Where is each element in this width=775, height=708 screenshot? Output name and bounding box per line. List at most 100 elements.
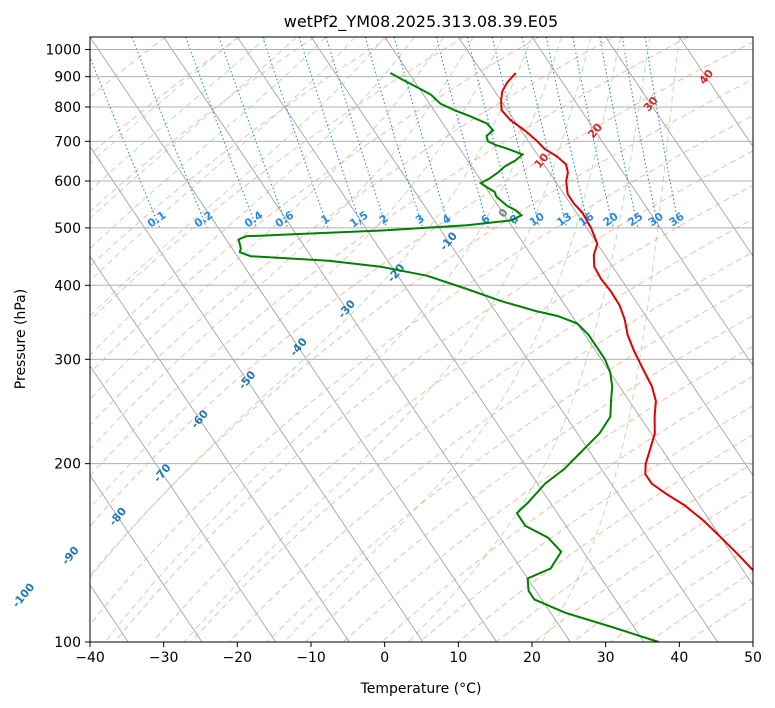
pressure-gridlines	[90, 49, 753, 643]
moist-adiabat-line	[90, 37, 445, 400]
isotherm-line	[310, 37, 718, 642]
dry-adiabat-line	[90, 37, 540, 374]
y-tick-label: 300	[54, 352, 81, 368]
isotherm-line	[752, 37, 753, 38]
isotherm-label: -60	[188, 407, 211, 431]
moist-adiabat-line	[90, 37, 297, 220]
x-tick-label: −10	[296, 650, 326, 666]
y-axis: 100 200 300 400 500 600 700 800 900 1000	[45, 43, 90, 651]
x-tick-label: −40	[75, 650, 105, 666]
isotherm-line	[90, 365, 276, 642]
dry-adiabat-line	[152, 184, 753, 642]
y-tick-label: 200	[54, 457, 81, 473]
dewpoint-profile	[237, 72, 660, 642]
isotherm-label: -100	[10, 580, 38, 610]
dry-adiabat-line	[381, 375, 753, 642]
x-tick-label: 30	[597, 650, 615, 666]
moist-adiabat-line	[90, 37, 503, 509]
plot-frame	[89, 36, 754, 643]
x-tick-label: 40	[670, 650, 688, 666]
moist-adiabat-line	[90, 37, 415, 356]
mixing-ratio-line	[298, 37, 363, 229]
isotherm-label: -40	[287, 335, 310, 359]
moist-adiabat-line	[90, 37, 386, 317]
mixing-ratio-line	[393, 37, 451, 229]
mixing-ratio-label: 1.5	[347, 209, 370, 231]
x-axis-label: Temperature (°C)	[360, 681, 482, 697]
dry-adiabat-line	[114, 150, 753, 642]
isotherm-label: -50	[236, 368, 259, 392]
moist-adiabat-line	[184, 37, 592, 642]
mixing-ratio-line	[491, 37, 541, 229]
mixing-ratio-label: 4	[440, 212, 454, 227]
dry-adiabat-line	[90, 37, 689, 477]
mixing-ratio-label: 0.2	[192, 209, 215, 231]
x-tick-label: 0	[380, 650, 389, 666]
moist-adiabat-line	[408, 37, 651, 642]
y-tick-label: 500	[54, 221, 81, 237]
dry-adiabat-line	[90, 37, 465, 321]
moist-adiabat-line	[90, 37, 474, 451]
y-tick-label: 100	[54, 635, 81, 651]
moist-adiabat-line	[90, 37, 238, 165]
y-tick-label: 800	[54, 100, 81, 116]
dry-adiabat-line	[686, 597, 753, 642]
mixing-ratio-line	[599, 37, 639, 229]
isotherm-line	[90, 145, 424, 642]
x-axis: −40 −30 −20 −10 0 10 20 30 40 50	[75, 642, 762, 666]
isotherm-line	[605, 37, 753, 257]
y-tick-label: 900	[54, 70, 81, 86]
dry-adiabat-line	[90, 41, 753, 527]
mixing-ratio-line	[90, 55, 161, 229]
moist-adiabat-line	[90, 37, 533, 579]
isotherm-line	[384, 37, 753, 586]
mixing-ratio-label: 1	[318, 212, 332, 227]
isotherm-label: 10	[532, 150, 552, 170]
moist-adiabat-line	[104, 37, 562, 642]
y-tick-label: 700	[54, 134, 81, 150]
y-tick-label: 600	[54, 174, 81, 190]
isotherm-label: -80	[106, 505, 129, 529]
temperature-profile	[500, 72, 753, 572]
x-tick-label: 20	[523, 650, 541, 666]
mixing-ratio-line	[621, 37, 659, 229]
isotherm-label: -70	[151, 461, 174, 485]
isotherm-line	[90, 474, 203, 642]
mixing-ratio-line	[521, 37, 568, 229]
dry-adiabat-line	[90, 37, 390, 268]
isotherm-line	[163, 37, 571, 642]
y-axis-label: Pressure (hPa)	[13, 289, 29, 389]
isotherm-line	[458, 37, 753, 477]
mixing-ratio-labels: 0.1 0.2 0.4 0.6 1 1.5 2 3 4 6 8 10 13 16 20 25 30 36	[145, 208, 687, 230]
dry-adiabat-line	[533, 490, 753, 642]
isotherm-line	[531, 37, 753, 367]
isotherm-line	[237, 37, 645, 642]
mixing-ratio-label: 25	[625, 210, 645, 229]
mixing-ratio-label: 36	[667, 210, 687, 230]
mixing-ratio-label: 0.1	[145, 209, 168, 231]
mixing-ratio-line	[644, 37, 680, 229]
dry-adiabat-line	[90, 37, 614, 426]
dry-adiabat-line	[90, 78, 753, 577]
chart-title: wetPf2_YM08.2025.313.08.39.E05	[284, 12, 558, 32]
mixing-ratio-label: 10	[527, 210, 547, 230]
isotherm-label: -10	[437, 229, 460, 253]
mixing-ratio-line	[262, 37, 329, 229]
moist-adiabat-line	[90, 37, 268, 192]
mixing-ratio-line	[364, 37, 424, 229]
isotherm-label: -30	[335, 297, 358, 321]
isotherm-line	[90, 255, 350, 642]
dry-adiabat-line	[305, 314, 753, 642]
mixing-ratio-label: 30	[646, 210, 666, 230]
y-tick-label: 1000	[45, 43, 81, 59]
mixing-ratio-label: 0.6	[273, 208, 297, 230]
mixing-ratio-line	[218, 37, 289, 229]
mixing-ratio-line	[435, 37, 489, 229]
mixing-ratio-line	[545, 37, 590, 229]
mixing-ratio-line	[325, 37, 388, 229]
dry-adiabat-line	[90, 114, 753, 626]
dry-adiabat-line	[190, 218, 753, 642]
dry-adiabat-line	[90, 37, 241, 156]
